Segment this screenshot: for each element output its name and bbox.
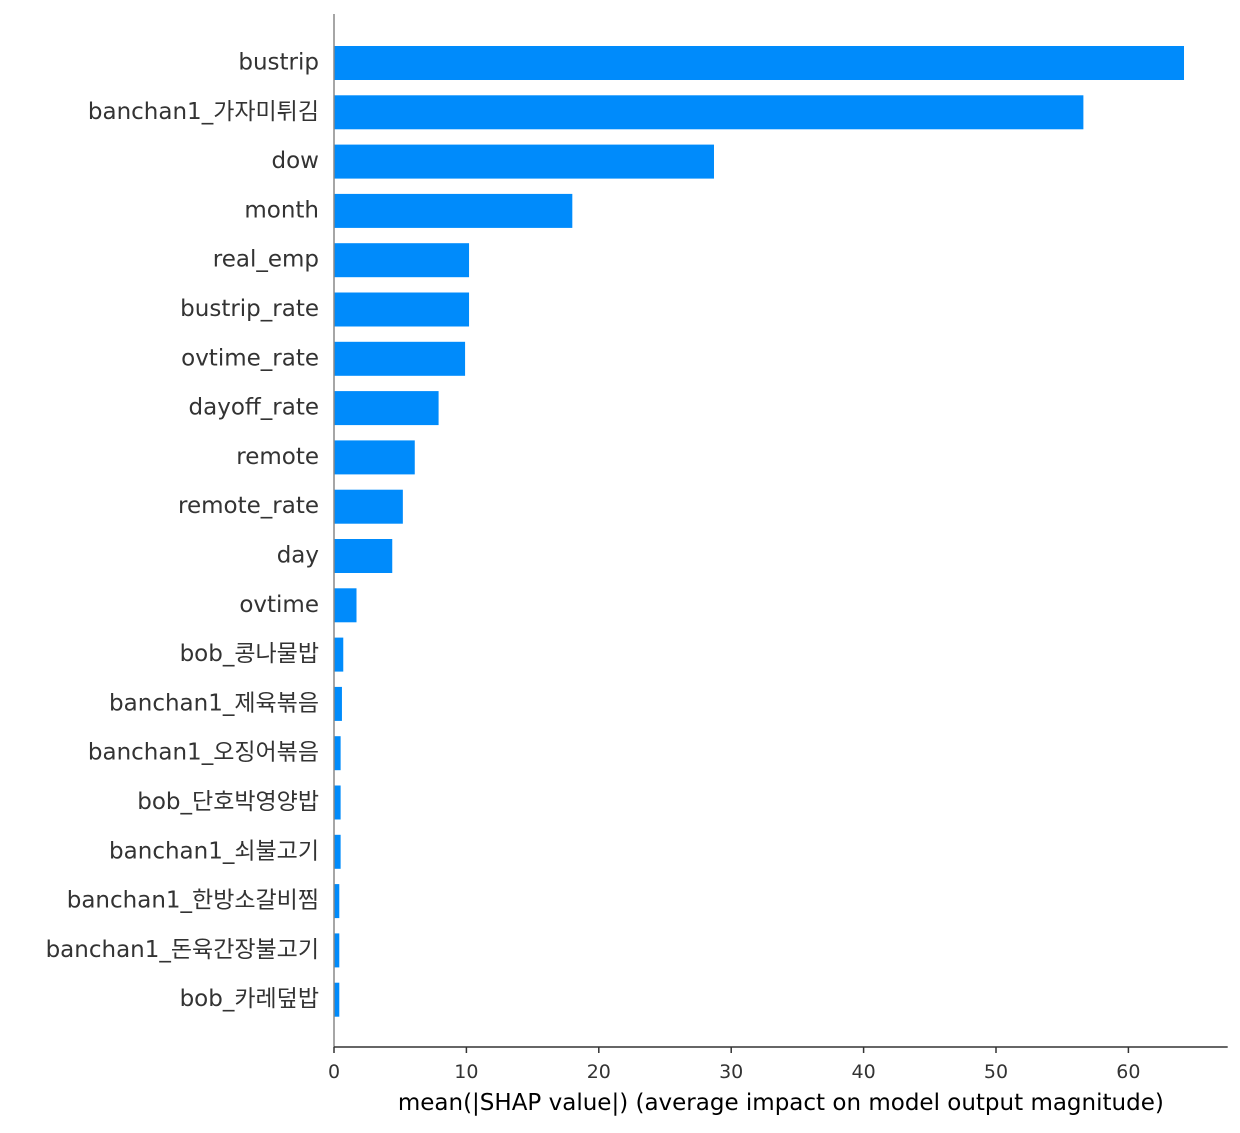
- category-label: banchan1_한방소갈비찜: [67, 888, 319, 914]
- category-label: bob_단호박영양밥: [137, 789, 319, 815]
- category-label: bob_카레덮밥: [180, 986, 319, 1012]
- x-tick-label: 40: [852, 1061, 876, 1083]
- bar-10: [334, 539, 393, 573]
- bars-layer: [334, 46, 1185, 1017]
- bar-15: [334, 785, 341, 820]
- category-label: dow: [272, 148, 319, 174]
- bar-3: [334, 193, 573, 228]
- bar-9: [334, 489, 403, 524]
- x-tick-label: 10: [454, 1061, 478, 1083]
- bar-1: [334, 95, 1084, 130]
- category-label: banchan1_가자미튀김: [88, 99, 319, 125]
- bar-0: [334, 46, 1185, 80]
- category-label: ovtime_rate: [181, 345, 319, 371]
- bar-5: [334, 292, 470, 327]
- bar-7: [334, 391, 439, 426]
- bar-17: [334, 884, 340, 919]
- category-label: remote_rate: [178, 493, 319, 519]
- bar-18: [334, 933, 340, 968]
- category-label: dayoff_rate: [189, 395, 319, 421]
- bar-13: [334, 686, 342, 721]
- x-tick-label: 50: [984, 1061, 1008, 1083]
- x-tick-label: 30: [719, 1061, 743, 1083]
- category-label: bob_콩나물밥: [180, 641, 319, 667]
- x-tick-label: 0: [328, 1061, 340, 1083]
- category-label: day: [277, 543, 319, 569]
- bar-6: [334, 341, 466, 376]
- bar-12: [334, 637, 344, 672]
- x-axis-ticks: 0 10 20 30 40 50 60: [328, 1047, 1140, 1083]
- x-axis-title: mean(|SHAP value|) (average impact on mo…: [398, 1090, 1164, 1116]
- bar-16: [334, 834, 341, 869]
- category-label: ovtime: [239, 592, 319, 618]
- bar-19: [334, 982, 340, 1017]
- category-label: month: [244, 197, 319, 223]
- category-label: banchan1_제육볶음: [109, 690, 319, 716]
- x-tick-label: 20: [587, 1061, 611, 1083]
- bar-8: [334, 440, 415, 475]
- category-label: banchan1_쇠불고기: [109, 838, 319, 864]
- bar-2: [334, 144, 714, 179]
- bar-4: [334, 243, 470, 278]
- bar-14: [334, 736, 341, 771]
- category-label: bustrip_rate: [180, 296, 319, 322]
- category-label: banchan1_오징어볶음: [88, 740, 319, 766]
- category-label: remote: [236, 444, 319, 470]
- bar-11: [334, 588, 357, 623]
- category-label: real_emp: [213, 247, 319, 273]
- category-label: bustrip: [238, 50, 319, 76]
- category-label: banchan1_돈육간장불고기: [46, 937, 319, 963]
- x-tick-label: 60: [1116, 1061, 1140, 1083]
